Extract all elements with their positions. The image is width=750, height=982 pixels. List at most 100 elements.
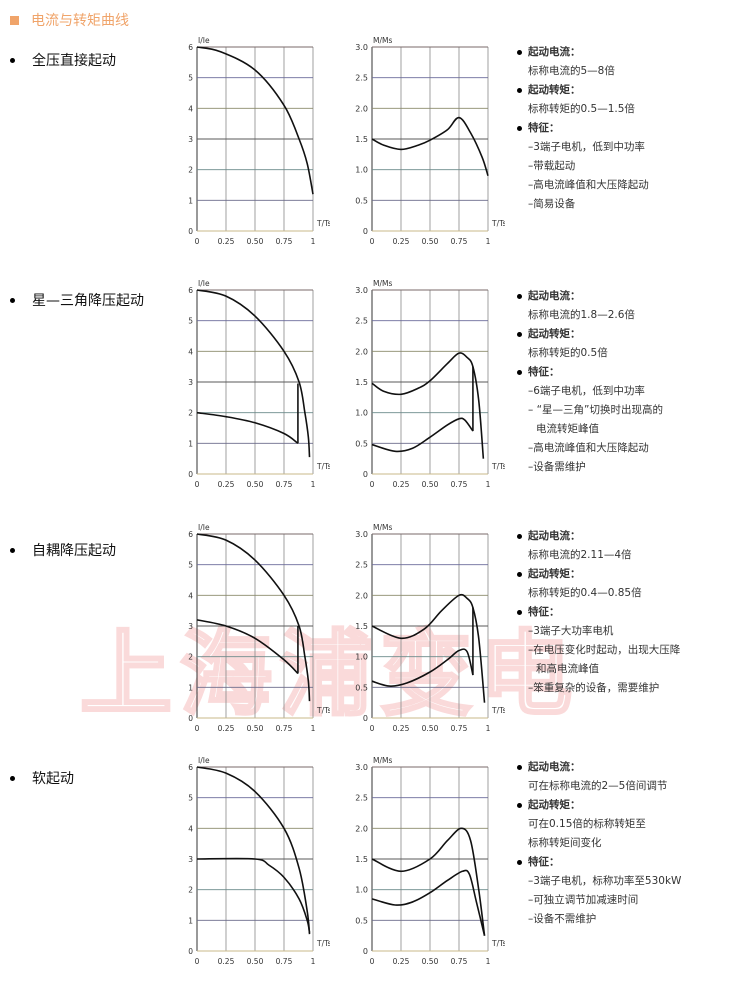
y-tick-label: 1.0 (355, 886, 368, 895)
description-heading: 起动电流： (517, 287, 663, 306)
x-tick-label: 0.50 (422, 724, 439, 733)
y-axis-label: I/Ie (198, 756, 210, 765)
description-line: –3端子大功率电机 (528, 625, 614, 637)
method-label: 星—三角降压起动 (10, 290, 144, 310)
y-tick-label: 2 (188, 653, 193, 662)
description-line: –高电流峰值和大压降起动 (528, 179, 649, 191)
description-line: –带载起动 (528, 160, 576, 172)
description-line: –简易设备 (528, 198, 576, 210)
description-line: 标称转矩间变化 (528, 837, 602, 849)
y-tick-label: 1.0 (355, 409, 368, 418)
method-description: 起动电流： 可在标称电流的2—5倍间调节 起动转矩： 可在0.15倍的标称转矩至 标称转… (516, 758, 681, 929)
torque-chart: 0 0.5 1.0 1.5 2.0 2.5 3.0 0 0.25 0.50 0.75 1 M/Ms T/T… (355, 523, 505, 733)
series-line-1 (371, 648, 474, 687)
series-line-1 (196, 411, 299, 444)
description-line: 标称转矩的0.4—0.85倍 (528, 587, 642, 599)
y-tick-label: 2 (188, 409, 193, 418)
torque-chart: 0 0.5 1.0 1.5 2.0 2.5 3.0 0 0.25 0.50 0.75 1 M/Ms T/T… (355, 36, 505, 246)
current-chart: 0 1 2 3 4 5 6 0 0.25 0.50 0.75 1 I/Ie T/Ts (188, 279, 330, 489)
description-heading: 特征： (516, 603, 680, 622)
y-tick-label: 0 (188, 227, 193, 236)
x-tick-label: 0.50 (422, 237, 439, 246)
x-axis-label: T/Ts (491, 706, 505, 715)
series-line-0 (196, 46, 314, 195)
y-axis-label: M/Ms (373, 36, 392, 45)
x-tick-label: 0.25 (393, 480, 410, 489)
x-tick-label: 0.50 (422, 480, 439, 489)
y-tick-label: 0 (363, 227, 368, 236)
y-tick-label: 3.0 (355, 763, 368, 772)
x-axis-label: T/Ts (316, 939, 330, 948)
y-tick-label: 3.0 (355, 43, 368, 52)
x-axis-label: T/Ts (316, 462, 330, 471)
x-tick-label: 0.50 (247, 724, 264, 733)
x-tick-label: 0 (195, 237, 200, 246)
y-tick-label: 0 (188, 947, 193, 956)
x-tick-label: 0.50 (247, 957, 264, 966)
description-heading: 起动转矩： (517, 325, 663, 344)
y-tick-label: 1.5 (355, 622, 368, 631)
bullet-icon (10, 547, 15, 553)
description-heading: 起动电流： (516, 527, 680, 546)
x-tick-label: 0.25 (218, 237, 235, 246)
y-tick-label: 1.0 (355, 653, 368, 662)
y-tick-label: 2 (188, 166, 193, 175)
y-tick-label: 2.0 (355, 104, 368, 113)
series-line-1 (371, 417, 474, 453)
description-line: 和高电流峰值 (536, 663, 599, 675)
x-tick-label: 1 (311, 480, 316, 489)
x-tick-label: 0.25 (218, 957, 235, 966)
method-name: 全压直接起动 (32, 53, 116, 69)
x-tick-label: 1 (311, 237, 316, 246)
square-bullet-icon (10, 15, 19, 25)
description-line: –在电压变化时起动，出现大压降 (528, 644, 681, 656)
y-axis-label: M/Ms (373, 523, 392, 532)
current-chart: 0 1 2 3 4 5 6 0 0.25 0.50 0.75 1 I/Ie T/Ts (188, 523, 330, 733)
y-axis-label: I/Ie (198, 36, 210, 45)
y-tick-label: 2.5 (355, 74, 368, 83)
description-line: –高电流峰值和大压降起动 (528, 442, 649, 454)
bullet-icon (10, 57, 15, 63)
description-line: 可在标称电流的2—5倍间调节 (528, 780, 668, 792)
description-line: 可在0.15倍的标称转矩至 (528, 818, 646, 830)
x-tick-label: 1 (311, 957, 316, 966)
series-line-0 (371, 116, 489, 177)
x-tick-label: 0.50 (247, 480, 264, 489)
description-line: –设备不需维护 (528, 913, 597, 925)
x-tick-label: 0.50 (422, 957, 439, 966)
description-heading: 起动电流： (517, 43, 649, 62)
y-tick-label: 3.0 (355, 530, 368, 539)
method-label: 软起动 (10, 768, 74, 788)
x-tick-label: 1 (311, 724, 316, 733)
method-description: 起动电流： 标称电流的5—8倍 起动转矩： 标称转矩的0.5—1.5倍 特征： –3端子电… (517, 43, 649, 214)
description-heading: 起动转矩： (516, 796, 681, 815)
x-tick-label: 0 (195, 480, 200, 489)
y-tick-label: 3 (188, 622, 193, 631)
y-tick-label: 4 (188, 824, 193, 833)
y-axis-label: I/Ie (198, 523, 210, 532)
description-line: 标称转矩的0.5—1.5倍 (528, 103, 635, 115)
y-tick-label: 6 (188, 286, 193, 295)
y-tick-label: 6 (188, 530, 193, 539)
series-line-1 (196, 857, 311, 933)
torque-chart: 0 0.5 1.0 1.5 2.0 2.5 3.0 0 0.25 0.50 0.75 1 M/Ms T/T… (355, 756, 505, 966)
y-tick-label: 1 (188, 439, 193, 448)
x-tick-label: 0.75 (276, 480, 293, 489)
description-line: –可独立调节加减速时间 (528, 894, 639, 906)
y-tick-label: 1 (188, 683, 193, 692)
y-tick-label: 1.5 (355, 378, 368, 387)
y-tick-label: 2 (188, 886, 193, 895)
y-tick-label: 0 (363, 714, 368, 723)
x-tick-label: 0 (370, 957, 375, 966)
x-tick-label: 0.50 (247, 237, 264, 246)
description-line: 标称转矩的0.5倍 (528, 347, 608, 359)
y-tick-label: 2.5 (355, 561, 368, 570)
description-heading: 特征： (516, 853, 681, 872)
description-line: – “星—三角”切换时出现高的 (528, 404, 663, 416)
y-tick-label: 5 (188, 317, 193, 326)
y-tick-label: 0 (363, 470, 368, 479)
section-title: 电流与转矩曲线 (10, 10, 129, 30)
y-tick-label: 6 (188, 763, 193, 772)
x-tick-label: 0.25 (393, 957, 410, 966)
description-line: 标称电流的1.8—2.6倍 (528, 309, 635, 321)
